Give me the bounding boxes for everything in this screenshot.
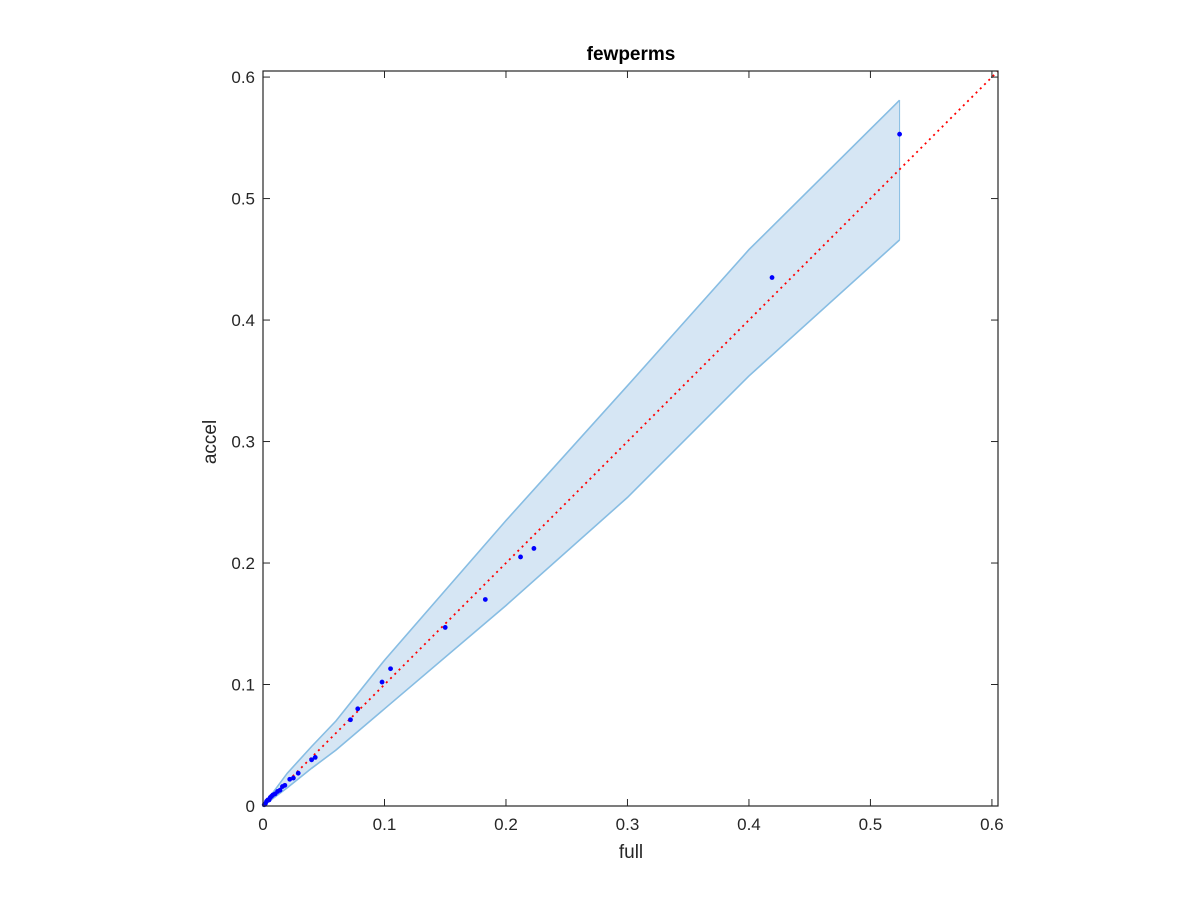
plot-area [261, 70, 999, 808]
x-tick-label: 0.5 [859, 815, 883, 834]
x-tick-label: 0.2 [494, 815, 518, 834]
data-point [442, 625, 448, 630]
x-tick-label: 0.6 [980, 815, 1004, 834]
data-point [355, 706, 361, 712]
confidence-band-lower-edge [262, 239, 901, 807]
y-tick-label: 0.4 [231, 311, 255, 330]
data-point [295, 770, 301, 776]
data-point [348, 717, 353, 723]
x-tick-label: 0 [258, 815, 267, 834]
y-tick-label: 0.1 [231, 676, 255, 695]
x-tick-label: 0.1 [373, 815, 397, 834]
axes: 0 0.1 0.2 0.3 0.4 0.5 0.6 0 0.1 0.2 0.3 0.4 0.5 0.6 [231, 68, 1003, 834]
y-tick-label: 0.6 [231, 68, 255, 87]
x-tick-label: 0.4 [737, 815, 761, 834]
y-tick-label: 0 [246, 797, 255, 816]
data-point [290, 775, 296, 781]
data-point [277, 787, 283, 793]
data-point [309, 757, 314, 763]
chart-title: fewperms [587, 44, 676, 65]
x-tick-label: 0.3 [616, 815, 640, 834]
data-point [518, 554, 523, 560]
y-axis-title: accel [200, 420, 221, 464]
data-point [282, 782, 288, 788]
confidence-band-area [263, 100, 900, 806]
data-point [769, 275, 775, 280]
y-tick-label: 0.2 [231, 554, 255, 573]
data-point [312, 755, 318, 760]
data-point [388, 666, 393, 672]
data-point [379, 679, 385, 685]
data-point [897, 131, 902, 137]
x-axis-title: full [619, 842, 643, 863]
data-point [287, 776, 293, 782]
data-point [482, 597, 488, 602]
axes-box [262, 70, 999, 807]
y-tick-label: 0.5 [231, 190, 255, 209]
data-point [531, 546, 537, 551]
y-tick-label: 0.3 [231, 433, 255, 452]
confidence-band-upper-edge [262, 99, 901, 807]
